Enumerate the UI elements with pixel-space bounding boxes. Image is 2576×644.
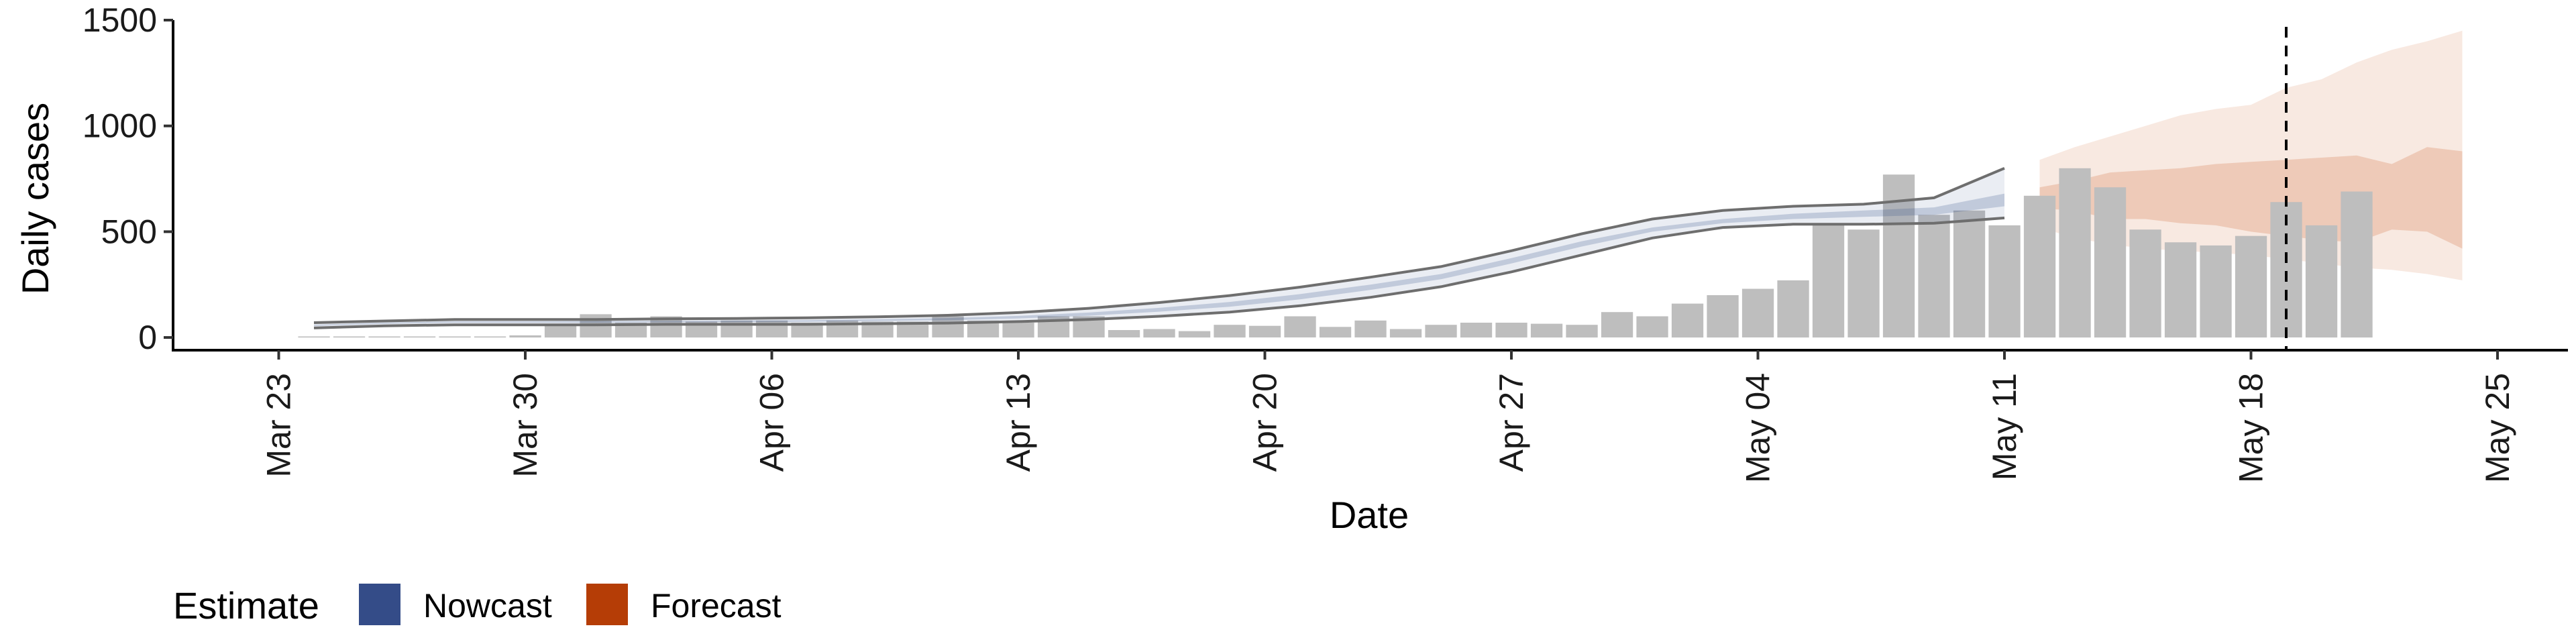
bar: [1707, 295, 1739, 338]
x-tick-label: Mar 30: [506, 373, 544, 478]
legend-swatch-nowcast: [359, 584, 400, 625]
bar: [1847, 229, 1880, 337]
bar: [1636, 316, 1668, 337]
bar: [509, 335, 541, 338]
y-tick-label: 0: [138, 319, 157, 356]
bar: [474, 336, 506, 338]
x-tick-label: Mar 23: [260, 373, 298, 478]
bars-layer: [298, 168, 2373, 338]
bar: [1530, 323, 1563, 338]
y-tick-label: 1000: [83, 107, 157, 145]
y-axis-title: Daily cases: [14, 103, 56, 294]
x-tick-label: May 11: [1986, 373, 2023, 480]
bar: [1566, 325, 1598, 338]
bar: [2023, 195, 2056, 338]
bar: [1918, 215, 1950, 338]
bar: [1495, 323, 1527, 338]
bar: [2059, 168, 2091, 338]
bar: [1671, 303, 1704, 338]
bar: [896, 321, 929, 338]
y-tick-label: 1500: [83, 1, 157, 39]
bar: [1812, 223, 1845, 338]
bar: [1601, 312, 1633, 337]
bar: [2129, 229, 2161, 337]
y-tick-label: 500: [101, 213, 157, 250]
bar: [1354, 320, 1387, 337]
bar: [368, 336, 400, 338]
nowcast-lower-line: [313, 216, 2005, 329]
x-tick-label: May 04: [1739, 373, 1777, 483]
bar: [298, 336, 330, 338]
legend-title: Estimate: [173, 584, 319, 627]
bar: [614, 323, 647, 338]
bar: [403, 336, 436, 338]
x-tick-label: May 18: [2233, 373, 2270, 483]
bar: [1389, 329, 1422, 338]
bar: [439, 336, 471, 338]
bar: [2235, 235, 2267, 338]
bar: [1460, 323, 1493, 338]
bar: [1988, 225, 2021, 338]
x-axis-title: Date: [1330, 494, 1409, 536]
legend-label-nowcast: Nowcast: [423, 587, 552, 625]
axes-layer: 0 500 1000 1500 Mar 23 Mar 30 Apr 06 Apr 13 Apr …: [14, 1, 2568, 536]
bar: [1143, 329, 1175, 338]
bar: [2200, 245, 2232, 338]
legend-swatch-forecast: [586, 584, 628, 625]
x-tick-label: May 25: [2479, 373, 2516, 483]
bar: [791, 323, 823, 338]
bar: [1178, 331, 1211, 338]
bar: [1319, 327, 1352, 338]
bar: [1214, 325, 1246, 338]
x-tick-label: Apr 13: [1000, 373, 1037, 472]
x-tick-label: Apr 06: [753, 373, 791, 472]
legend: Estimate Nowcast Forecast: [173, 584, 782, 627]
bar: [1953, 210, 1986, 337]
legend-label-forecast: Forecast: [651, 587, 782, 625]
bar: [2341, 191, 2373, 338]
x-tick-label: Apr 27: [1493, 373, 1530, 472]
bar: [932, 316, 964, 337]
bar: [1002, 323, 1034, 338]
bar: [544, 325, 577, 338]
bar: [1777, 280, 1809, 338]
bar: [1284, 316, 1316, 337]
bar: [861, 321, 894, 338]
bar: [2094, 187, 2127, 338]
bar: [1425, 325, 1457, 338]
nowcast-upper-line: [313, 166, 2005, 324]
lines-layer: [313, 27, 2288, 350]
bar: [2305, 225, 2338, 338]
bar: [1248, 325, 1281, 337]
x-tick-label: Apr 20: [1246, 373, 1284, 472]
bar: [333, 336, 366, 338]
bar: [1108, 330, 1140, 337]
bar: [1741, 288, 1774, 337]
bar: [2164, 242, 2197, 338]
